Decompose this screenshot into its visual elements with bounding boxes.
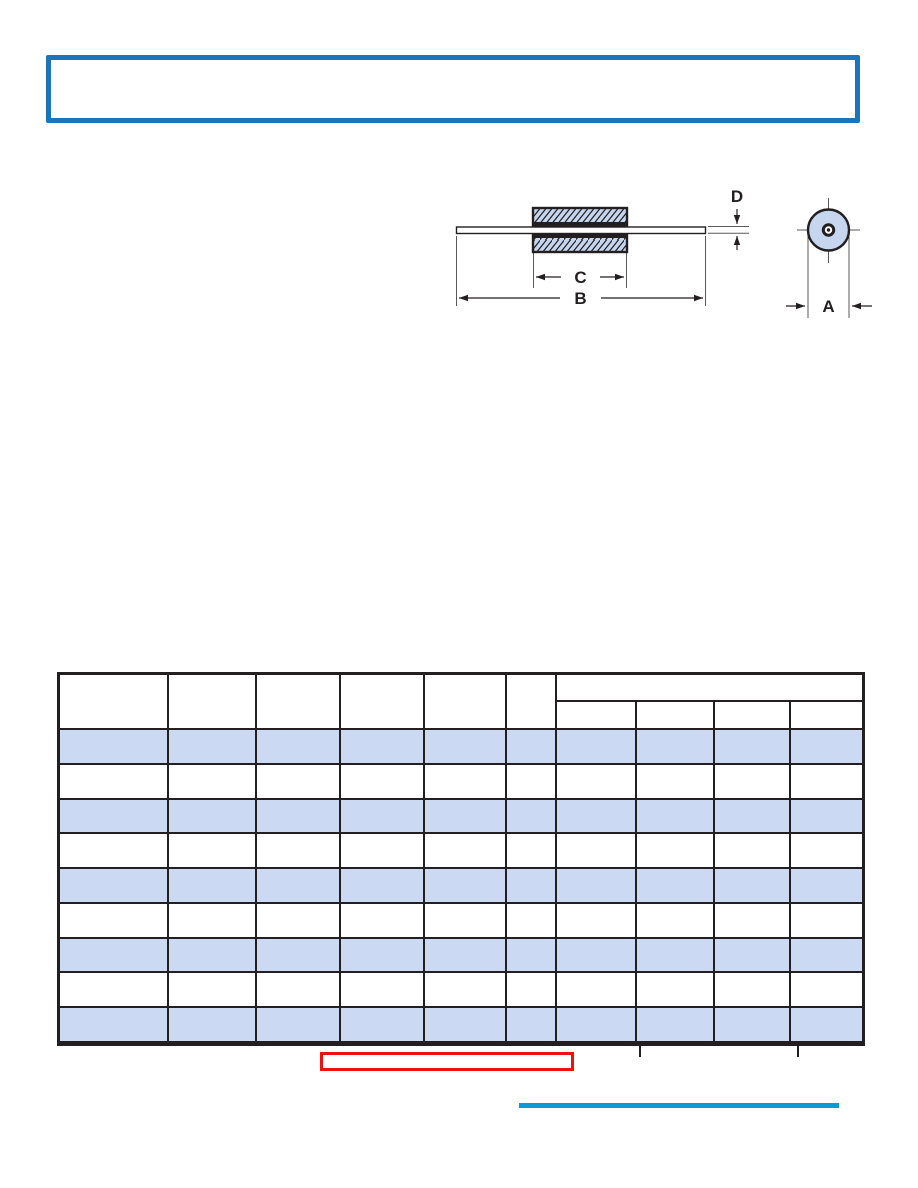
table-tick-mark	[797, 1046, 799, 1057]
table-row	[60, 730, 862, 763]
table-row	[60, 936, 862, 972]
table-tick-mark	[639, 1046, 641, 1057]
header-box	[46, 55, 860, 123]
lead-wire	[455, 226, 707, 235]
table-row	[60, 971, 862, 1006]
column-divider	[339, 675, 341, 1041]
red-callout-box	[320, 1052, 574, 1071]
dim-label-a: A	[822, 297, 834, 316]
sub-column-divider	[789, 700, 791, 1041]
end-view-wire-dot	[826, 228, 831, 232]
footer-rule	[519, 1103, 839, 1108]
table-row	[60, 797, 862, 833]
column-divider	[255, 675, 257, 1041]
parts-table	[57, 672, 865, 1046]
column-divider	[423, 675, 425, 1041]
dimension-drawing: C B D A	[455, 187, 872, 318]
extension-lines	[456, 198, 860, 318]
table-row	[60, 832, 862, 867]
sub-column-divider	[713, 700, 715, 1041]
column-divider	[167, 675, 169, 1041]
sub-column-divider	[635, 700, 637, 1041]
table-row	[60, 901, 862, 937]
dim-label-b: B	[574, 289, 586, 308]
table-body	[60, 730, 862, 1042]
column-divider	[555, 675, 557, 1041]
dim-label-c: C	[574, 268, 586, 287]
column-divider	[505, 675, 507, 1041]
dim-label-d: D	[731, 187, 743, 206]
table-row	[60, 1006, 862, 1042]
group-header-divider	[555, 700, 862, 702]
header-bottom-line	[60, 728, 862, 730]
table-row	[60, 762, 862, 798]
table-row	[60, 867, 862, 902]
